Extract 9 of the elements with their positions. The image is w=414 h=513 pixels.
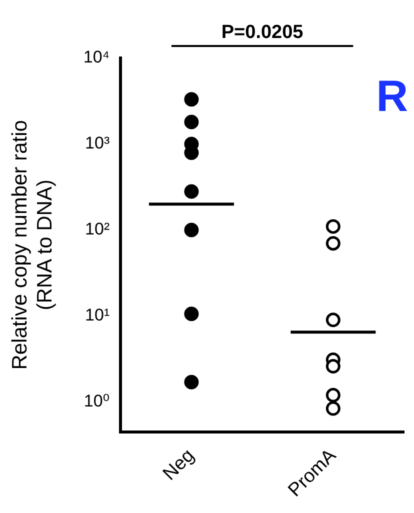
y-tick-label: 10³ — [85, 134, 110, 153]
annotation: R — [376, 72, 408, 122]
y-tick-label: 10² — [85, 220, 110, 239]
y-axis-title: Relative copy number ratio (RNA to DNA) — [8, 120, 57, 370]
x-tick-label: Neg — [159, 445, 199, 485]
y-tick-label: 10¹ — [85, 306, 110, 325]
chart-title: P=0.0205 — [221, 22, 304, 43]
y-tick-label: 10⁰ — [84, 392, 110, 411]
y-tick-label: 10⁴ — [83, 48, 110, 67]
